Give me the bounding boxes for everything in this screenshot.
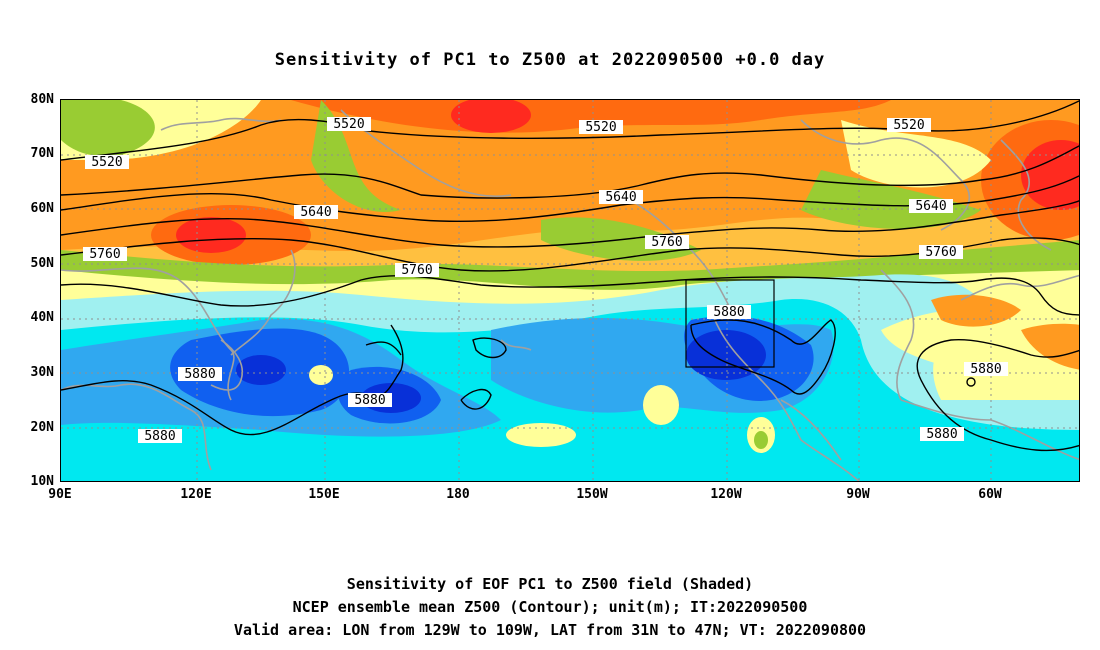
coastlines [61,109,1079,481]
lat-label: 30N [30,365,54,380]
lat-label: 20N [30,420,54,435]
svg-text:5640: 5640 [915,199,946,214]
contour-label: 5640 [294,205,338,220]
svg-text:5520: 5520 [333,117,364,132]
lat-label: 70N [30,146,54,161]
svg-text:5640: 5640 [605,190,636,205]
lon-label: 120W [710,487,742,502]
svg-text:5880: 5880 [970,362,1001,377]
lon-label: 150E [308,487,340,502]
contour-label: 5640 [909,199,953,214]
svg-text:5760: 5760 [401,263,432,278]
graticule [61,100,1079,481]
sensitivity-map: 5520 5520 5520 5520 5640 5640 5640 5760 … [60,99,1080,482]
contour-label: 5760 [645,235,689,250]
lon-label: 180 [446,487,470,502]
valid-area-box [685,279,775,368]
svg-text:5760: 5760 [651,235,682,250]
lat-label: 80N [30,92,54,107]
caption-line: Valid area: LON from 129W to 109W, LAT f… [233,621,867,639]
contour-label: 5880 [707,305,751,320]
shaded-field [61,100,1079,481]
contour-label: 5760 [395,263,439,278]
svg-text:5760: 5760 [925,245,956,260]
contour-label: 5880 [348,393,392,408]
svg-text:5880: 5880 [144,429,175,444]
lat-label: 50N [30,256,54,271]
svg-text:5880: 5880 [184,367,215,382]
contour-labels: 5520 5520 5520 5520 5640 5640 5640 5760 … [83,117,1008,444]
lat-label: 10N [30,474,54,489]
caption-line: NCEP ensemble mean Z500 (Contour); unit(… [292,598,808,616]
svg-text:5880: 5880 [354,393,385,408]
svg-text:5880: 5880 [926,427,957,442]
contour-label: 5640 [599,190,643,205]
contour-label: 5880 [178,367,222,382]
lon-label: 60W [978,487,1002,502]
contour-label: 5520 [327,117,371,132]
lon-label: 120E [180,487,212,502]
contour-label: 5760 [83,247,127,262]
lon-label: 150W [576,487,608,502]
contour-label: 5760 [919,245,963,260]
svg-text:5640: 5640 [300,205,331,220]
contour-label: 5520 [887,118,931,133]
contour-label: 5520 [85,155,129,170]
svg-text:5760: 5760 [89,247,120,262]
svg-text:5520: 5520 [893,118,924,133]
caption-line: Sensitivity of EOF PC1 to Z500 field (Sh… [346,575,754,593]
svg-text:5520: 5520 [585,120,616,135]
lon-label: 90W [846,487,870,502]
lat-label: 60N [30,201,54,216]
svg-text:5520: 5520 [91,155,122,170]
contour-label: 5880 [964,362,1008,377]
z500-contours [61,100,1079,452]
contour-label: 5880 [920,427,964,442]
lon-label: 90E [48,487,72,502]
contour-label: 5880 [138,429,182,444]
svg-text:5880: 5880 [713,305,744,320]
contour-label: 5520 [579,120,623,135]
lat-label: 40N [30,310,54,325]
map-title: Sensitivity of PC1 to Z500 at 2022090500… [274,50,826,70]
